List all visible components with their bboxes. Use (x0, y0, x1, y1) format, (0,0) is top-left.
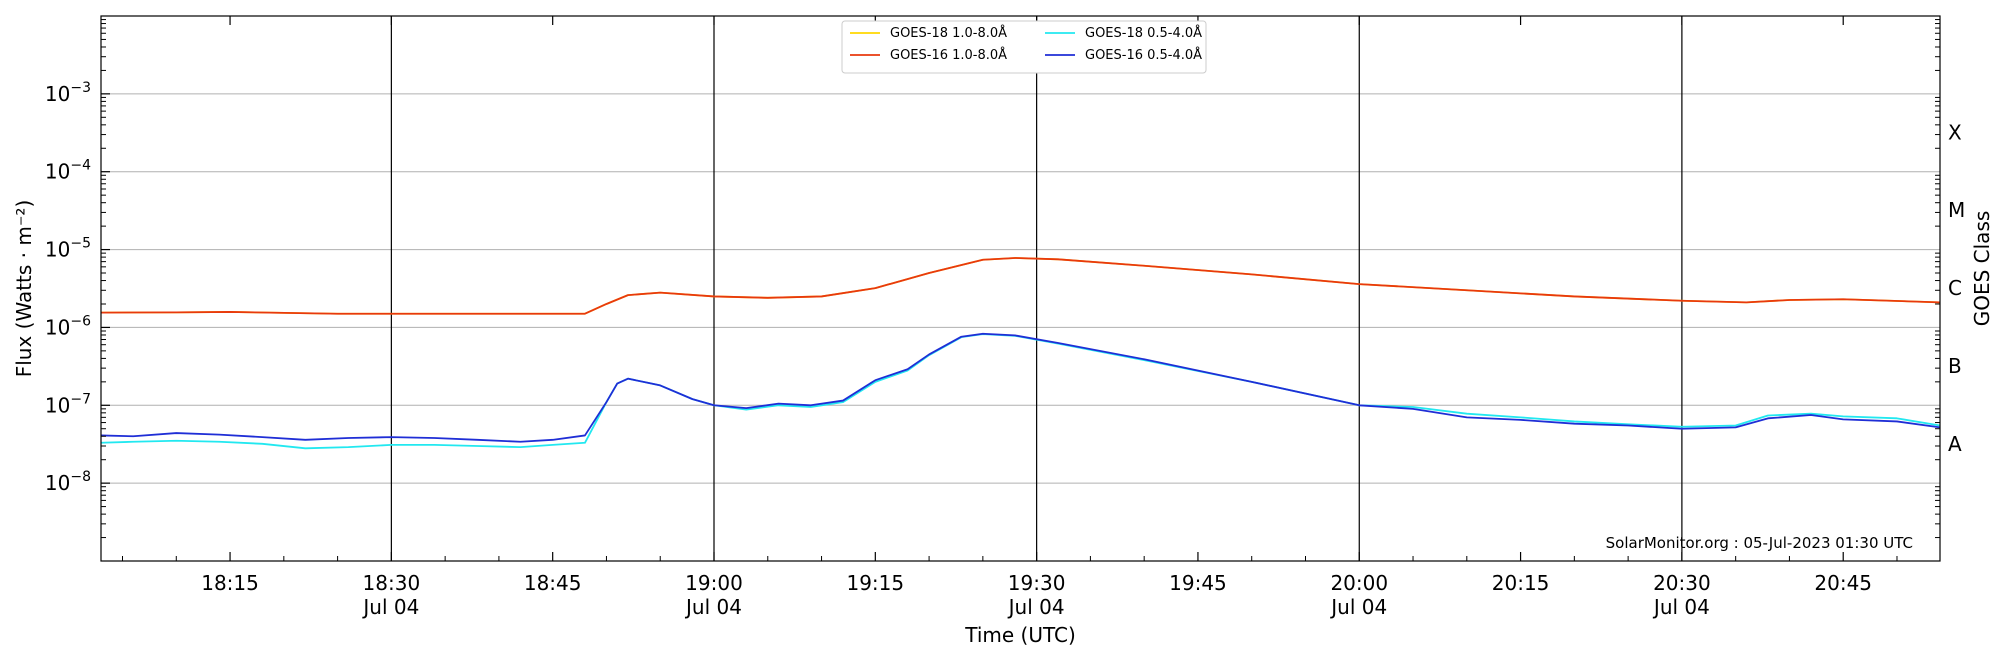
series-line-0 (100, 257, 1941, 315)
legend-label-2: GOES-18 0.5-4.0Å (1085, 25, 1202, 41)
x-tick-label: 20:45 (1814, 571, 1872, 595)
goes-class-axis-title: GOES Class (1970, 211, 1994, 327)
x-tick-date-label: Jul 04 (684, 595, 742, 619)
plot-frame (100, 15, 1941, 562)
y-tick-label: 10−4 (45, 158, 91, 184)
x-tick-label: 19:15 (846, 571, 904, 595)
x-tick-label: 20:15 (1492, 571, 1550, 595)
x-tick-date-label: Jul 04 (361, 595, 419, 619)
series-line-1 (100, 257, 1941, 315)
legend: GOES-18 1.0-8.0Å GOES-16 1.0-8.0Å GOES-18 … (841, 20, 1207, 74)
y-tick-label: 10−8 (45, 469, 91, 495)
legend-label-1: GOES-16 1.0-8.0Å (890, 47, 1007, 63)
y-tick-label: 10−3 (45, 80, 91, 106)
series-line-2 (100, 333, 1941, 450)
x-tick-label: 18:30 (363, 571, 421, 595)
x-tick-date-label: Jul 04 (1652, 595, 1710, 619)
x-tick-label: 19:30 (1008, 571, 1066, 595)
x-tick-label: 19:45 (1169, 571, 1227, 595)
goes-class-label: M (1948, 198, 1965, 222)
vertical-time-markers (390, 16, 1683, 561)
legend-box (841, 20, 1207, 74)
credit-text: SolarMonitor.org : 05-Jul-2023 01:30 UTC (1606, 534, 1913, 552)
goes-class-label: B (1948, 354, 1962, 378)
y-tick-label: 10−5 (45, 236, 91, 262)
legend-items: GOES-18 1.0-8.0Å GOES-16 1.0-8.0Å GOES-18 … (850, 25, 1202, 63)
tick-layer (101, 16, 1940, 561)
goes-class-label: C (1948, 276, 1962, 300)
x-tick-date-label: Jul 04 (1007, 595, 1065, 619)
y-tick-label: 10−6 (45, 313, 91, 339)
series-line-3 (100, 332, 1941, 443)
y-tick-labels: 10−8 10−7 10−6 10−5 10−4 10−3 (45, 80, 91, 495)
x-tick-date-label: Jul 04 (1329, 595, 1387, 619)
x-tick-label: 19:00 (685, 571, 743, 595)
x-tick-label: 20:00 (1330, 571, 1388, 595)
goes-class-labels: A B C M X (1948, 120, 1965, 455)
x-tick-label: 18:45 (524, 571, 582, 595)
x-tick-label: 20:30 (1653, 571, 1711, 595)
y-tick-label: 10−7 (45, 391, 91, 417)
series-layer (100, 257, 1941, 450)
x-axis-title: Time (UTC) (964, 623, 1076, 647)
legend-label-0: GOES-18 1.0-8.0Å (890, 25, 1007, 41)
grid-layer (101, 93, 1940, 484)
y-axis-title: Flux (Watts · m⁻²) (12, 200, 36, 378)
goes-class-label: X (1948, 120, 1962, 144)
x-tick-label: 18:15 (201, 571, 259, 595)
goes-class-label: A (1948, 432, 1962, 456)
legend-label-3: GOES-16 0.5-4.0Å (1085, 47, 1202, 63)
